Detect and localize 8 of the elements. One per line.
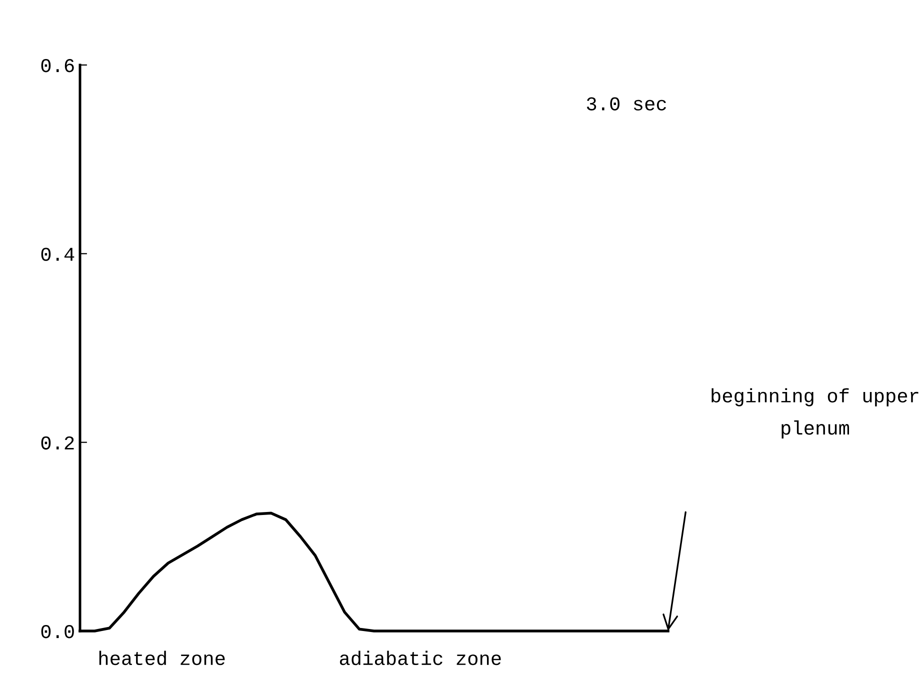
text: heated zone xyxy=(99,650,225,666)
y-tick-label: 0.0 xyxy=(41,625,74,638)
annotation: 3.0 sec xyxy=(586,97,666,110)
y-tick-label: 0.4 xyxy=(41,248,74,261)
y-tick-label: 0.2 xyxy=(41,436,74,450)
text: beginning of upper plenum xyxy=(712,388,918,439)
y-tick-label: 0.6 xyxy=(41,59,74,72)
text: adiabatic zone xyxy=(340,650,501,666)
